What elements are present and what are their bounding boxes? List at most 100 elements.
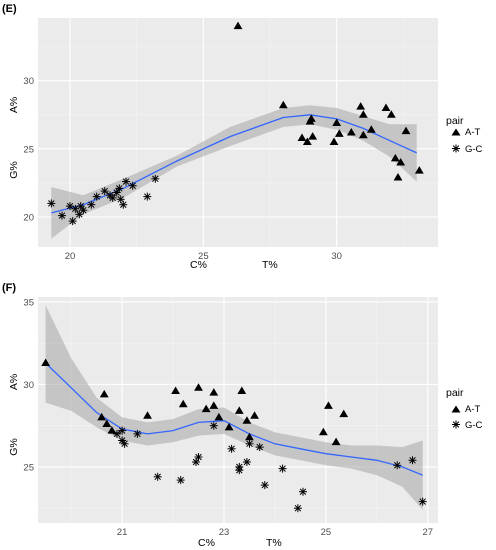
panel-f-point-at <box>245 432 254 441</box>
panel-f-point-gc <box>245 439 254 448</box>
panel-f-x-tick-label: 23 <box>219 527 230 538</box>
panel-f-point-gc <box>293 504 302 513</box>
panel-e-point-at <box>329 137 339 146</box>
panel-e-x-label-t: T% <box>262 259 278 271</box>
panel-f-legend-asterisk-icon <box>452 420 460 429</box>
panel-f-point-at <box>339 409 349 418</box>
panel-f-point-gc <box>260 481 269 490</box>
panel-f-x-tick-labels: 21 23 25 27 <box>117 527 433 538</box>
panel-e-legend-title: pair <box>446 115 464 127</box>
panel-e-point-gc <box>119 200 128 209</box>
panel-f-x-tick-label: 25 <box>321 527 332 538</box>
panel-e-point-at <box>381 103 391 111</box>
panel-e: (E) 20 25 30 20 25 30 C% T% A% G% pair A-T G… <box>2 3 483 271</box>
panel-e-gridlines <box>38 18 438 247</box>
panel-e-point-gc <box>79 206 88 215</box>
panel-f-point-gc <box>113 429 121 438</box>
panel-f-point-at <box>318 427 328 436</box>
panel-f-point-at <box>107 426 117 434</box>
panel-e-point-at <box>297 133 307 141</box>
panel-f-x-tick-label: 21 <box>117 527 128 538</box>
panel-f-point-gc <box>278 464 287 473</box>
panel-f-point-at <box>143 411 152 419</box>
panel-e-point-at <box>334 129 344 137</box>
panel-f-point-at <box>234 406 244 414</box>
panel-e-y-tick-labels: 20 25 30 <box>23 76 34 223</box>
panel-e-y-tick-label: 20 <box>23 213 34 224</box>
panel-f-x-tick-label: 27 <box>423 527 434 538</box>
panel-e-point-gc <box>68 217 77 226</box>
panel-e-legend: pair A-T G-C <box>446 115 483 155</box>
panel-f-legend-label-gc: G-C <box>465 420 483 431</box>
panel-e-tag: (E) <box>2 3 17 15</box>
panel-e-point-at <box>358 130 368 139</box>
panel-f: (F) 21 23 25 27 25 30 35 C% T% A% G% pair A-T… <box>2 282 483 549</box>
panel-f-loess-curve <box>45 362 423 476</box>
panel-f-ribbon <box>45 305 423 510</box>
panel-f-point-at <box>214 412 224 421</box>
panel-e-legend-asterisk-icon <box>452 144 460 153</box>
panel-e-legend-label-at: A-T <box>465 127 481 138</box>
panel-f-y-label-a: A% <box>8 374 20 390</box>
panel-f-point-gc <box>120 439 129 448</box>
panel-e-point-at <box>366 125 376 133</box>
panel-f-legend-title: pair <box>446 387 464 399</box>
panel-f-point-gc <box>153 472 162 481</box>
panel-f-point-at <box>102 419 112 428</box>
panel-e-point-at <box>390 153 400 162</box>
panel-f-x-label-c: C% <box>198 537 215 549</box>
panel-f-point-gc <box>235 466 244 475</box>
panel-e-point-at <box>332 118 342 126</box>
panel-f-legend: pair A-T G-C <box>446 387 483 431</box>
panel-f-point-gc <box>393 461 402 470</box>
panel-f-confidence-band <box>45 305 423 510</box>
panel-e-legend-label-gc: G-C <box>465 144 483 155</box>
panel-f-point-at <box>99 389 109 398</box>
panel-f-point-gc <box>227 444 236 453</box>
panel-f-point-at <box>224 422 234 431</box>
panel-e-point-gc <box>108 193 117 202</box>
panel-e-point-at <box>386 110 396 118</box>
panel-e-point-at <box>302 137 312 146</box>
panel-e-point-at <box>233 21 243 30</box>
panel-f-point-at <box>194 383 203 391</box>
panel-e-point-gc <box>76 202 85 211</box>
panel-e-x-tick-label: 30 <box>331 251 342 262</box>
panel-e-point-at <box>414 166 424 174</box>
panel-e-point-gc <box>143 192 152 201</box>
panel-f-point-at <box>250 411 259 419</box>
panel-e-point-gc <box>122 177 130 186</box>
panel-e-y-tick-label: 30 <box>23 76 34 87</box>
panel-f-x-label-t: T% <box>266 537 282 549</box>
panel-e-point-at <box>346 128 356 136</box>
panel-f-point-at <box>331 437 341 446</box>
panel-f-point-at <box>178 399 188 408</box>
panel-e-point-at <box>308 132 318 140</box>
panel-f-point-at <box>97 412 107 421</box>
panel-f-point-gc <box>118 426 127 435</box>
panel-f-y-tick-labels: 25 30 35 <box>23 297 34 473</box>
panel-f-point-at <box>41 358 51 366</box>
panel-f-point-at <box>237 386 247 395</box>
panel-e-point-gc <box>151 174 160 183</box>
panel-f-y-label-g: G% <box>8 438 20 456</box>
panel-f-smooth-line <box>45 362 423 476</box>
panel-f-legend-triangle-icon <box>451 405 461 413</box>
panel-e-point-at <box>396 157 406 166</box>
panel-e-x-label-c: C% <box>190 259 207 271</box>
panel-e-x-tick-labels: 20 25 30 <box>65 251 342 262</box>
panel-f-point-gc <box>192 458 200 466</box>
panel-e-point-gc <box>128 181 137 190</box>
panel-f-point-gc <box>242 458 251 466</box>
panel-e-point-gc <box>47 199 56 208</box>
panel-f-point-gc <box>176 476 185 485</box>
panel-e-point-at <box>358 110 368 118</box>
panel-f-point-gc <box>194 453 203 461</box>
panel-f-point-gc <box>209 421 218 430</box>
panel-e-point-gc <box>112 188 121 197</box>
panel-f-legend-label-at: A-T <box>465 404 481 415</box>
panel-e-points <box>47 21 424 226</box>
panel-f-point-at <box>324 401 333 409</box>
panel-f-y-tick-label: 25 <box>23 462 34 473</box>
panel-e-confidence-band <box>51 105 417 239</box>
